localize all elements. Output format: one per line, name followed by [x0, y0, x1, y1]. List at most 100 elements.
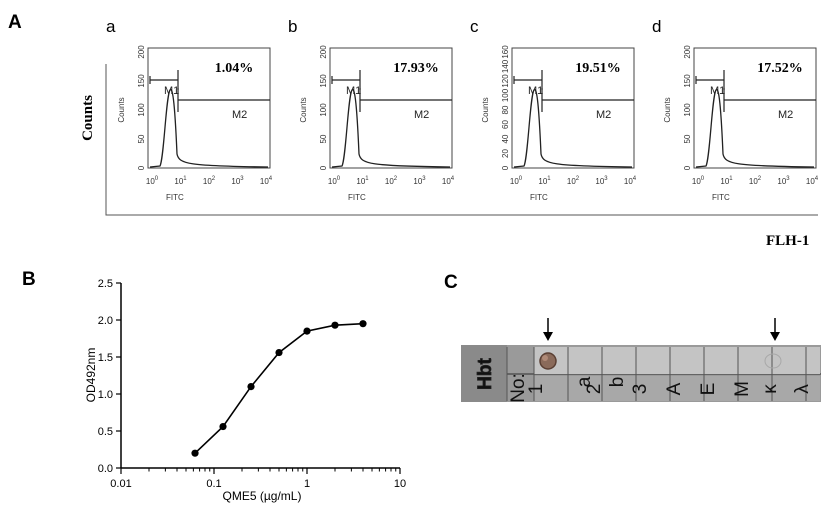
histogram-x-tick: 100: [692, 176, 705, 186]
histogram-y-tick: 140: [501, 59, 510, 73]
histogram-y-tick: 50: [137, 134, 146, 143]
arrow-1: [543, 318, 553, 341]
histogram-percentage: 17.93%: [393, 61, 439, 76]
histogram-x-tick: 101: [720, 176, 733, 186]
chart-b-y-tick-label: 1.0: [98, 389, 113, 401]
gate-m1-label: M1: [528, 85, 543, 97]
histogram-y-tick: 80: [501, 105, 510, 114]
strip-cell-label: 3: [630, 384, 651, 395]
chart-b-x-label: QME5 (µg/mL): [223, 489, 302, 503]
histogram-percentage: 19.51%: [575, 61, 621, 76]
chart-b-y-tick-label: 0.5: [98, 426, 113, 438]
histogram-b: b 0 50 100 150 200 Counts 100 101 102 103 104 FITC M1…: [288, 17, 455, 202]
histogram-x-tick: 101: [356, 176, 369, 186]
histogram-y-tick: 0: [501, 165, 510, 170]
strip-upper-row: [534, 347, 820, 374]
strip-brand-label: Hbt: [475, 358, 496, 390]
histogram-x-label: FITC: [712, 193, 730, 202]
panel-c-letter: C: [444, 272, 458, 293]
histogram-a: a 0 50 100 150 200 Counts 100 101 102 103 104 FITC M1…: [106, 17, 273, 202]
chart-b-y-tick-label: 2.0: [98, 315, 113, 327]
histogram-curve: [332, 90, 450, 167]
gate-m2-label: M2: [778, 109, 793, 121]
histogram-y-tick: 50: [319, 134, 328, 143]
histogram-y-tick: 0: [319, 165, 328, 170]
histogram-y-tick: 150: [319, 74, 328, 88]
chart-b-point: [303, 328, 310, 335]
histogram-y-label: Counts: [299, 97, 308, 122]
histogram-x-tick: 103: [595, 176, 608, 186]
histogram-x-tick: 104: [442, 176, 455, 186]
histogram-x-tick: 100: [510, 176, 523, 186]
histogram-x-tick: 100: [328, 176, 341, 186]
histogram-y-tick: 100: [319, 103, 328, 117]
chart-b-x-tick-label: 1: [304, 478, 310, 490]
histogram-y-tick: 120: [501, 74, 510, 88]
strip-cell-label: λ: [792, 384, 813, 394]
histogram-x-tick: 103: [413, 176, 426, 186]
histogram-curve: [514, 90, 632, 167]
gate-m2: [360, 88, 452, 112]
chart-b-y-tick-label: 0.0: [98, 463, 113, 475]
histogram-y-label: Counts: [117, 97, 126, 122]
gate-m1-label: M1: [710, 85, 725, 97]
figure-canvas: A Counts FLH-1 a050100150200Counts100 101…: [0, 0, 835, 513]
positive-dot-1: [540, 353, 556, 369]
histogram-x-tick: 104: [624, 176, 637, 186]
gate-m2-label: M2: [596, 109, 611, 121]
histogram-sublabel: d: [652, 17, 661, 36]
histogram-sublabel: b: [288, 17, 297, 36]
histogram-x-label: FITC: [348, 193, 366, 202]
arrow-kappa: [770, 318, 780, 341]
chart-b-point: [191, 450, 198, 457]
chart-b-series-line: [195, 324, 363, 454]
histogram-percentage: 17.52%: [757, 61, 803, 76]
histogram-x-tick: 102: [567, 176, 580, 186]
panel-b-letter: B: [22, 269, 36, 290]
gate-m2: [178, 88, 270, 112]
histogram-x-tick: 102: [749, 176, 762, 186]
strip-superscript-a: a: [574, 376, 595, 387]
histogram-x-tick: 103: [231, 176, 244, 186]
chart-b-y-tick-label: 1.5: [98, 352, 113, 364]
histogram-x-tick: 104: [260, 176, 273, 186]
histogram-x-label: FITC: [166, 193, 184, 202]
gate-m2-label: M2: [232, 109, 247, 121]
strip-cell-label: A: [664, 382, 685, 395]
positive-dot-1-highlight: [542, 355, 548, 361]
histogram-sublabel: c: [470, 17, 479, 36]
histogram-y-tick: 0: [137, 165, 146, 170]
strip-superscript-b: b: [607, 377, 628, 388]
chart-b-x-tick-label: 0.1: [206, 478, 221, 490]
histogram-y-tick: 100: [137, 103, 146, 117]
chart-b-point: [275, 349, 282, 356]
chart-b-y-tick-label: 2.5: [98, 278, 113, 290]
histogram-x-tick: 103: [777, 176, 790, 186]
histogram-x-tick: 102: [203, 176, 216, 186]
strip-cell-label: E: [698, 383, 719, 396]
gate-m2: [724, 88, 816, 112]
histogram-x-tick: 102: [385, 176, 398, 186]
strip-cell-label: κ: [760, 384, 781, 394]
chart-b-point: [247, 383, 254, 390]
histogram-d: d050100150200Counts100 101 102 103 104FITCM1…: [652, 17, 819, 202]
od492-chart: OD492nm QME5 (µg/mL) 0.0 0.5 1.0 1.5 2.0 2.5 0…: [84, 278, 406, 503]
histogram-percentage: 1.04%: [215, 61, 254, 76]
histogram-y-tick: 200: [683, 45, 692, 59]
histogram-curve: [696, 90, 814, 167]
chart-b-x-tick-label: 0.01: [110, 478, 131, 490]
histogram-y-tick: 200: [137, 45, 146, 59]
histogram-group: a 0 50 100 150 200 Counts 100 101 102 103 104 FITC M1…: [106, 17, 819, 202]
gate-m1-label: M1: [346, 85, 361, 97]
histogram-y-label: Counts: [481, 97, 490, 122]
histogram-sublabel: a: [106, 17, 116, 36]
histogram-x-tick: 101: [174, 176, 187, 186]
histogram-y-tick: 150: [683, 74, 692, 88]
histogram-y-label: Counts: [663, 97, 672, 122]
panel-a-x-label: FLH-1: [766, 233, 809, 249]
histogram-y-tick: 200: [319, 45, 328, 59]
histogram-curve: [150, 90, 268, 167]
gate-m2-label: M2: [414, 109, 429, 121]
chart-b-point: [331, 322, 338, 329]
